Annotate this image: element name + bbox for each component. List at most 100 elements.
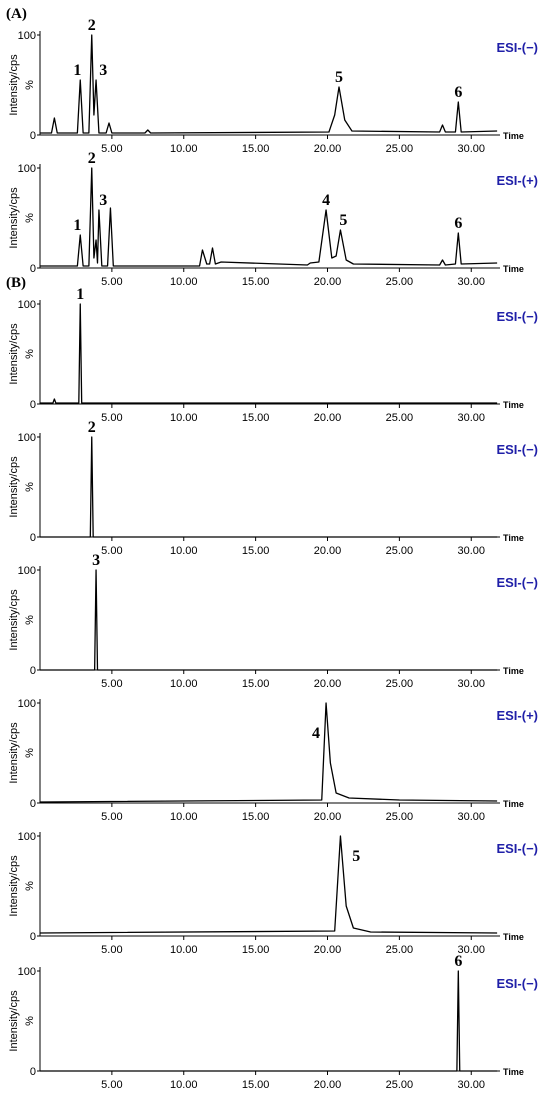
peak-label: 6 [454,215,462,232]
y-axis-label: Intensity/cps [8,589,20,651]
peak-label: 2 [88,150,96,167]
x-tick-label: 10.00 [170,811,198,823]
x-tick-label: 5.00 [101,811,122,823]
x-tick-label: 30.00 [457,276,485,288]
y-tick-label: 100 [18,966,36,978]
y-tick-label: 100 [18,698,36,710]
y-axis-unit: % [24,349,36,359]
x-tick-label: 15.00 [242,678,270,690]
y-axis-label: Intensity/cps [8,722,20,784]
x-tick-label: 10.00 [170,143,198,155]
y-axis-label: Intensity/cps [8,456,20,518]
chromatogram-line [40,303,498,404]
x-tick-label: 25.00 [386,412,414,424]
ionization-mode: ESI-(+) [496,173,538,188]
y-axis-unit: % [24,213,36,223]
ionization-mode: ESI-(−) [496,976,538,991]
chromatogram-line [39,702,498,803]
peak-label: 6 [454,84,462,101]
x-tick-label: 25.00 [386,143,414,155]
x-tick-label: 20.00 [314,412,342,424]
y-axis-unit: % [24,881,36,891]
x-tick-label: 5.00 [101,944,122,956]
x-tick-label: 20.00 [314,811,342,823]
x-tick-label: 25.00 [386,678,414,690]
peak-label: 1 [73,217,81,234]
x-axis-label: Time [503,666,524,676]
peak-label: 2 [88,17,96,34]
peak-label: 5 [352,848,360,865]
x-tick-label: 20.00 [314,143,342,155]
x-axis-label: Time [503,799,524,809]
y-tick-label: 0 [30,665,36,677]
y-tick-label: 100 [18,163,36,175]
x-tick-label: 15.00 [242,276,270,288]
x-tick-label: 15.00 [242,811,270,823]
x-tick-label: 30.00 [457,811,485,823]
x-tick-label: 25.00 [386,545,414,557]
peak-label: 1 [73,62,81,79]
x-tick-label: 30.00 [457,143,485,155]
peak-label: 1 [76,286,84,303]
x-tick-label: 25.00 [386,811,414,823]
x-axis-label: Time [503,932,524,942]
x-tick-label: 30.00 [457,545,485,557]
x-tick-label: 5.00 [101,412,122,424]
x-tick-label: 25.00 [386,276,414,288]
y-tick-label: 0 [30,931,36,943]
x-axis-label: Time [503,1067,524,1077]
x-axis-label: Time [503,131,524,141]
x-tick-label: 10.00 [170,678,198,690]
peak-label: 5 [339,212,347,229]
x-tick-label: 5.00 [101,143,122,155]
x-axis-label: Time [503,533,524,543]
y-axis-unit: % [24,748,36,758]
chromatogram-line [40,970,498,1072]
y-tick-label: 0 [30,532,36,544]
x-tick-label: 25.00 [386,944,414,956]
x-tick-label: 15.00 [242,1079,270,1091]
x-axis-label: Time [503,400,524,410]
y-tick-label: 0 [30,263,36,275]
x-tick-label: 5.00 [101,276,122,288]
y-axis-unit: % [24,615,36,625]
x-tick-label: 10.00 [170,545,198,557]
y-axis-label: Intensity/cps [8,54,20,116]
y-axis-unit: % [24,482,36,492]
peak-label: 3 [92,552,100,569]
chromatogram-line [40,569,498,671]
x-axis-label: Time [503,264,524,274]
x-tick-label: 10.00 [170,944,198,956]
y-axis-label: Intensity/cps [8,855,20,917]
ionization-mode: ESI-(−) [496,40,538,55]
panel-label: (B) [6,275,26,291]
x-tick-label: 30.00 [457,412,485,424]
x-tick-label: 20.00 [314,678,342,690]
x-tick-label: 30.00 [457,1079,485,1091]
ionization-mode: ESI-(−) [496,309,538,324]
ionization-mode: ESI-(−) [496,575,538,590]
peak-label: 2 [88,419,96,436]
x-tick-label: 20.00 [314,545,342,557]
chromatogram-line [40,34,498,134]
x-tick-label: 20.00 [314,944,342,956]
y-tick-label: 0 [30,399,36,411]
peak-label: 5 [335,69,343,86]
y-tick-label: 100 [18,299,36,311]
x-tick-label: 10.00 [170,412,198,424]
panel-label: (A) [6,6,27,22]
y-tick-label: 0 [30,798,36,810]
x-tick-label: 5.00 [101,678,122,690]
ionization-mode: ESI-(−) [496,841,538,856]
y-tick-label: 100 [18,565,36,577]
peak-label: 3 [99,62,107,79]
x-tick-label: 15.00 [242,412,270,424]
y-tick-label: 100 [18,432,36,444]
x-tick-label: 5.00 [101,1079,122,1091]
x-tick-label: 5.00 [101,545,122,557]
x-tick-label: 30.00 [457,944,485,956]
x-tick-label: 10.00 [170,1079,198,1091]
y-axis-label: Intensity/cps [8,187,20,249]
y-axis-unit: % [24,1016,36,1026]
